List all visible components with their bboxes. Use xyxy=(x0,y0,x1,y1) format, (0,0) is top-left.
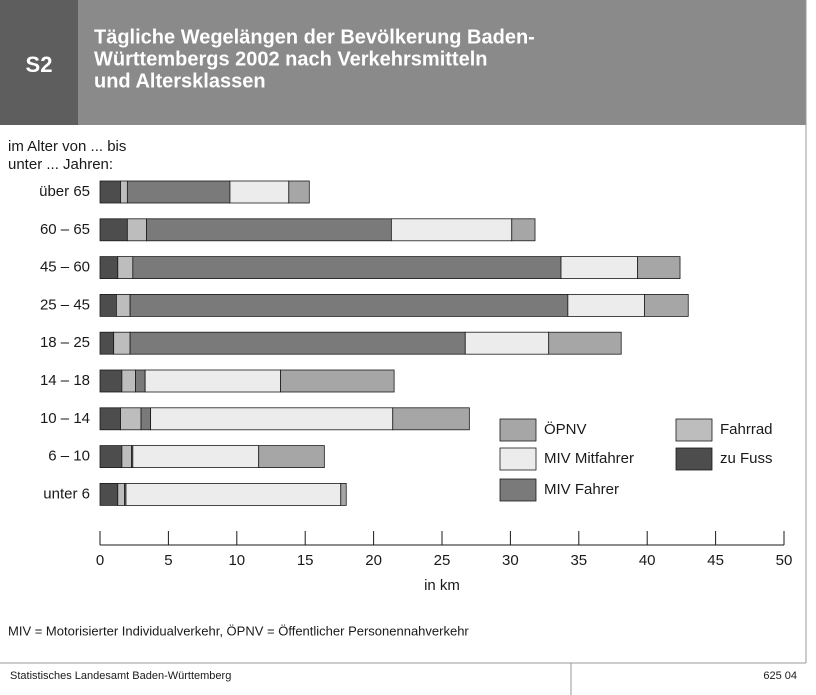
y-tick-label: 10 – 14 xyxy=(40,410,90,427)
legend-swatch xyxy=(499,478,537,502)
bar-segment xyxy=(140,407,152,431)
bar-segment xyxy=(117,482,126,506)
badge: S2 xyxy=(26,52,53,77)
bar-segment xyxy=(129,331,466,355)
chart-title: Tägliche Wegelängen der Bevölkerung Bade… xyxy=(94,26,535,48)
bar-segment xyxy=(340,482,347,506)
bar-segment xyxy=(280,369,395,393)
legend-swatch xyxy=(499,447,537,471)
bar-segment xyxy=(390,218,513,242)
x-tick-label: 35 xyxy=(570,552,587,569)
footnote: MIV = Motorisierter Individualverkehr, Ö… xyxy=(8,623,469,638)
legend-label: zu Fuss xyxy=(720,450,773,467)
x-tick-label: 0 xyxy=(96,552,104,569)
source: Statistisches Landesamt Baden-Württember… xyxy=(10,670,231,682)
bar-segment xyxy=(560,256,639,280)
bar-segment xyxy=(120,407,142,431)
bar-segment xyxy=(150,407,394,431)
legend-swatch xyxy=(675,418,713,442)
x-tick-label: 45 xyxy=(707,552,724,569)
bar-segment xyxy=(99,293,117,317)
x-tick-label: 5 xyxy=(164,552,172,569)
x-tick-label: 30 xyxy=(502,552,519,569)
header-band xyxy=(0,0,806,125)
y-tick-label: über 65 xyxy=(39,183,90,200)
legend-label: Fahrrad xyxy=(720,421,773,438)
bar-segment xyxy=(113,331,131,355)
bar-segment xyxy=(637,256,681,280)
legend-label: ÖPNV xyxy=(544,420,587,438)
bar-segment xyxy=(132,256,562,280)
x-tick-label: 15 xyxy=(297,552,314,569)
y-tick-label: 45 – 60 xyxy=(40,259,90,276)
bar-segment xyxy=(99,407,121,431)
bar-segment xyxy=(99,256,119,280)
bar-segment xyxy=(99,445,123,469)
bar-segment xyxy=(392,407,470,431)
y-tick-label: 18 – 25 xyxy=(40,334,90,351)
y-axis-title: unter ... Jahren: xyxy=(8,156,113,173)
y-tick-label: unter 6 xyxy=(43,485,90,502)
bar-segment xyxy=(125,482,342,506)
bar-segment xyxy=(511,218,536,242)
legend-swatch xyxy=(499,418,537,442)
y-tick-label: 25 – 45 xyxy=(40,296,90,313)
chart-title: Württembergs 2002 nach Verkehrsmitteln xyxy=(94,48,487,70)
bar-segment xyxy=(99,331,115,355)
x-tick-label: 20 xyxy=(365,552,382,569)
legend-label: MIV Mitfahrer xyxy=(544,450,634,467)
bar-segment xyxy=(126,218,147,242)
y-tick-label: 60 – 65 xyxy=(40,221,90,238)
x-tick-label: 10 xyxy=(228,552,245,569)
bar-segment xyxy=(464,331,550,355)
x-tick-label: 50 xyxy=(776,552,793,569)
bar-segment xyxy=(121,369,136,393)
code: 625 04 xyxy=(763,670,797,682)
bar-segment xyxy=(132,445,260,469)
x-axis-title: in km xyxy=(424,577,460,594)
legend-label: MIV Fahrer xyxy=(544,481,619,498)
y-tick-label: 14 – 18 xyxy=(40,372,90,389)
bar-segment xyxy=(548,331,622,355)
bar-segment xyxy=(144,369,281,393)
bar-segment xyxy=(135,369,146,393)
chart-title: und Altersklassen xyxy=(94,70,266,92)
bar-segment xyxy=(258,445,325,469)
y-axis-title: im Alter von ... bis xyxy=(8,138,126,155)
bar-segment xyxy=(146,218,392,242)
bar-segment xyxy=(121,445,132,469)
bar-segment xyxy=(229,180,290,204)
bar-segment xyxy=(99,369,123,393)
bar-segment xyxy=(644,293,689,317)
bar-segment xyxy=(117,256,134,280)
x-tick-label: 40 xyxy=(639,552,656,569)
bar-segment xyxy=(567,293,645,317)
bar-segment xyxy=(99,482,119,506)
bar-segment xyxy=(129,293,569,317)
bar-segment xyxy=(120,180,128,204)
bar-segment xyxy=(288,180,310,204)
x-tick-label: 25 xyxy=(434,552,451,569)
y-tick-label: 6 – 10 xyxy=(48,448,90,465)
bar-segment xyxy=(116,293,131,317)
bar-segment xyxy=(99,218,128,242)
bar-segment xyxy=(126,180,231,204)
bar-segment xyxy=(99,180,121,204)
legend-swatch xyxy=(675,447,713,471)
badge-box xyxy=(0,0,78,125)
